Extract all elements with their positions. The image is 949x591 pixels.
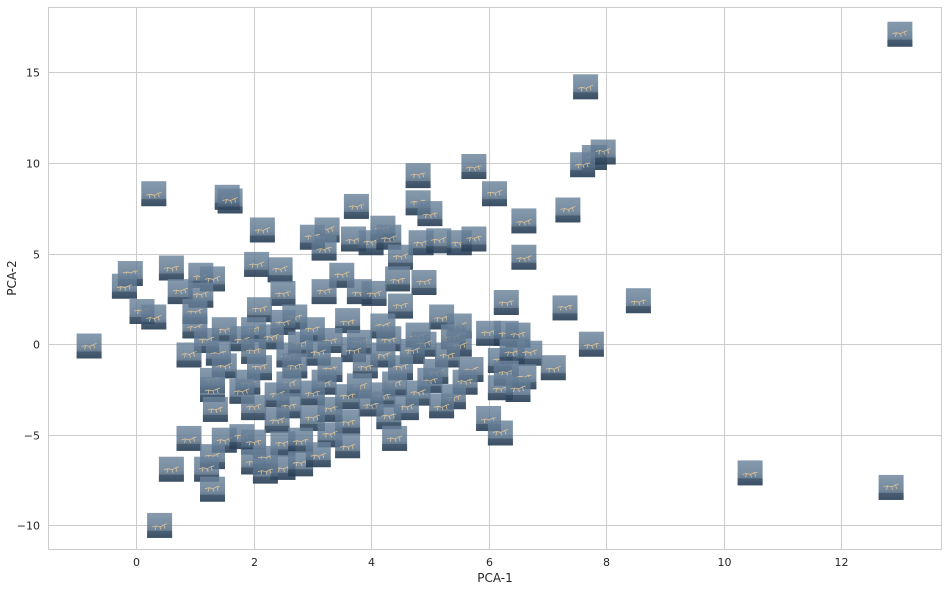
data-point-thumbnail — [461, 154, 487, 179]
x-tick-label: 12 — [835, 556, 849, 569]
data-point-thumbnail — [461, 226, 487, 252]
data-point-thumbnail — [158, 456, 184, 482]
data-point-thumbnail — [878, 474, 904, 500]
data-point-thumbnail — [517, 340, 543, 366]
data-point-thumbnail — [202, 396, 228, 422]
data-point-thumbnail — [625, 288, 651, 314]
y-tick-label: 15 — [26, 67, 40, 80]
data-point-thumbnail — [573, 74, 599, 100]
data-point-thumbnail — [552, 295, 578, 321]
data-point-thumbnail — [590, 139, 616, 165]
data-point-thumbnail — [361, 280, 387, 306]
data-point-thumbnail — [555, 197, 581, 223]
y-tick-label: 10 — [26, 158, 40, 171]
data-point-thumbnail — [737, 460, 763, 486]
data-point-thumbnail — [311, 279, 337, 305]
data-point-thumbnail — [376, 404, 402, 430]
data-point-thumbnail — [147, 512, 173, 538]
data-point-thumbnail — [267, 257, 293, 283]
data-point-thumbnail — [493, 290, 519, 315]
y-axis-label: PCA-2 — [5, 260, 19, 296]
data-point-thumbnail — [570, 152, 596, 178]
data-point-thumbnail — [511, 244, 537, 270]
data-point-thumbnail — [487, 420, 513, 446]
data-point-thumbnail — [270, 280, 296, 306]
data-point-thumbnail — [417, 201, 443, 227]
data-point-thumbnail — [411, 270, 437, 295]
data-point-thumbnail — [540, 355, 566, 381]
data-point-thumbnail — [335, 433, 361, 459]
data-point-thumbnail — [141, 304, 167, 330]
data-point-thumbnail — [241, 395, 267, 421]
data-point-thumbnail — [482, 181, 507, 207]
y-tick-label: 5 — [33, 249, 40, 262]
x-tick-label: 8 — [603, 556, 610, 569]
data-point-thumbnail — [264, 407, 290, 433]
data-point-thumbnail — [176, 342, 202, 368]
data-point-thumbnail — [578, 331, 604, 357]
x-tick-label: 2 — [251, 556, 258, 569]
data-point-thumbnail — [299, 406, 325, 431]
x-tick-label: 10 — [718, 556, 732, 569]
y-tick-label: 0 — [33, 339, 40, 352]
data-point-thumbnail — [299, 380, 325, 406]
data-point-thumbnail — [249, 217, 275, 243]
data-point-thumbnail — [382, 425, 408, 451]
data-point-thumbnail — [176, 425, 202, 451]
data-point-thumbnail — [244, 251, 270, 277]
x-tick-label: 6 — [486, 556, 493, 569]
y-tick-label: −5 — [24, 430, 40, 443]
data-point-thumbnail — [511, 208, 537, 234]
thumbnail-points — [76, 21, 913, 538]
data-point-thumbnail — [76, 333, 102, 359]
data-point-thumbnail — [111, 273, 137, 299]
data-point-thumbnail — [385, 266, 411, 292]
data-point-thumbnail — [252, 458, 278, 484]
tick-labels: 0 2 4 6 8 10 12 −10 −5 0 5 10 15 — [17, 67, 849, 570]
data-point-thumbnail — [405, 163, 431, 189]
data-point-thumbnail — [343, 193, 369, 219]
data-point-thumbnail — [217, 188, 243, 214]
data-point-thumbnail — [887, 21, 913, 47]
data-point-thumbnail — [200, 476, 225, 502]
data-point-thumbnail — [311, 235, 337, 261]
plot-frame — [48, 7, 942, 550]
x-axis-label: PCA-1 — [477, 571, 513, 585]
data-point-thumbnail — [429, 393, 455, 419]
x-tick-label: 4 — [368, 556, 375, 569]
data-point-thumbnail — [141, 181, 167, 207]
data-point-thumbnail — [388, 244, 413, 270]
data-point-thumbnail — [505, 377, 531, 402]
y-tick-label: −10 — [17, 520, 40, 533]
x-tick-label: 0 — [133, 556, 140, 569]
data-point-thumbnail — [305, 442, 331, 468]
data-point-thumbnail — [158, 255, 184, 281]
